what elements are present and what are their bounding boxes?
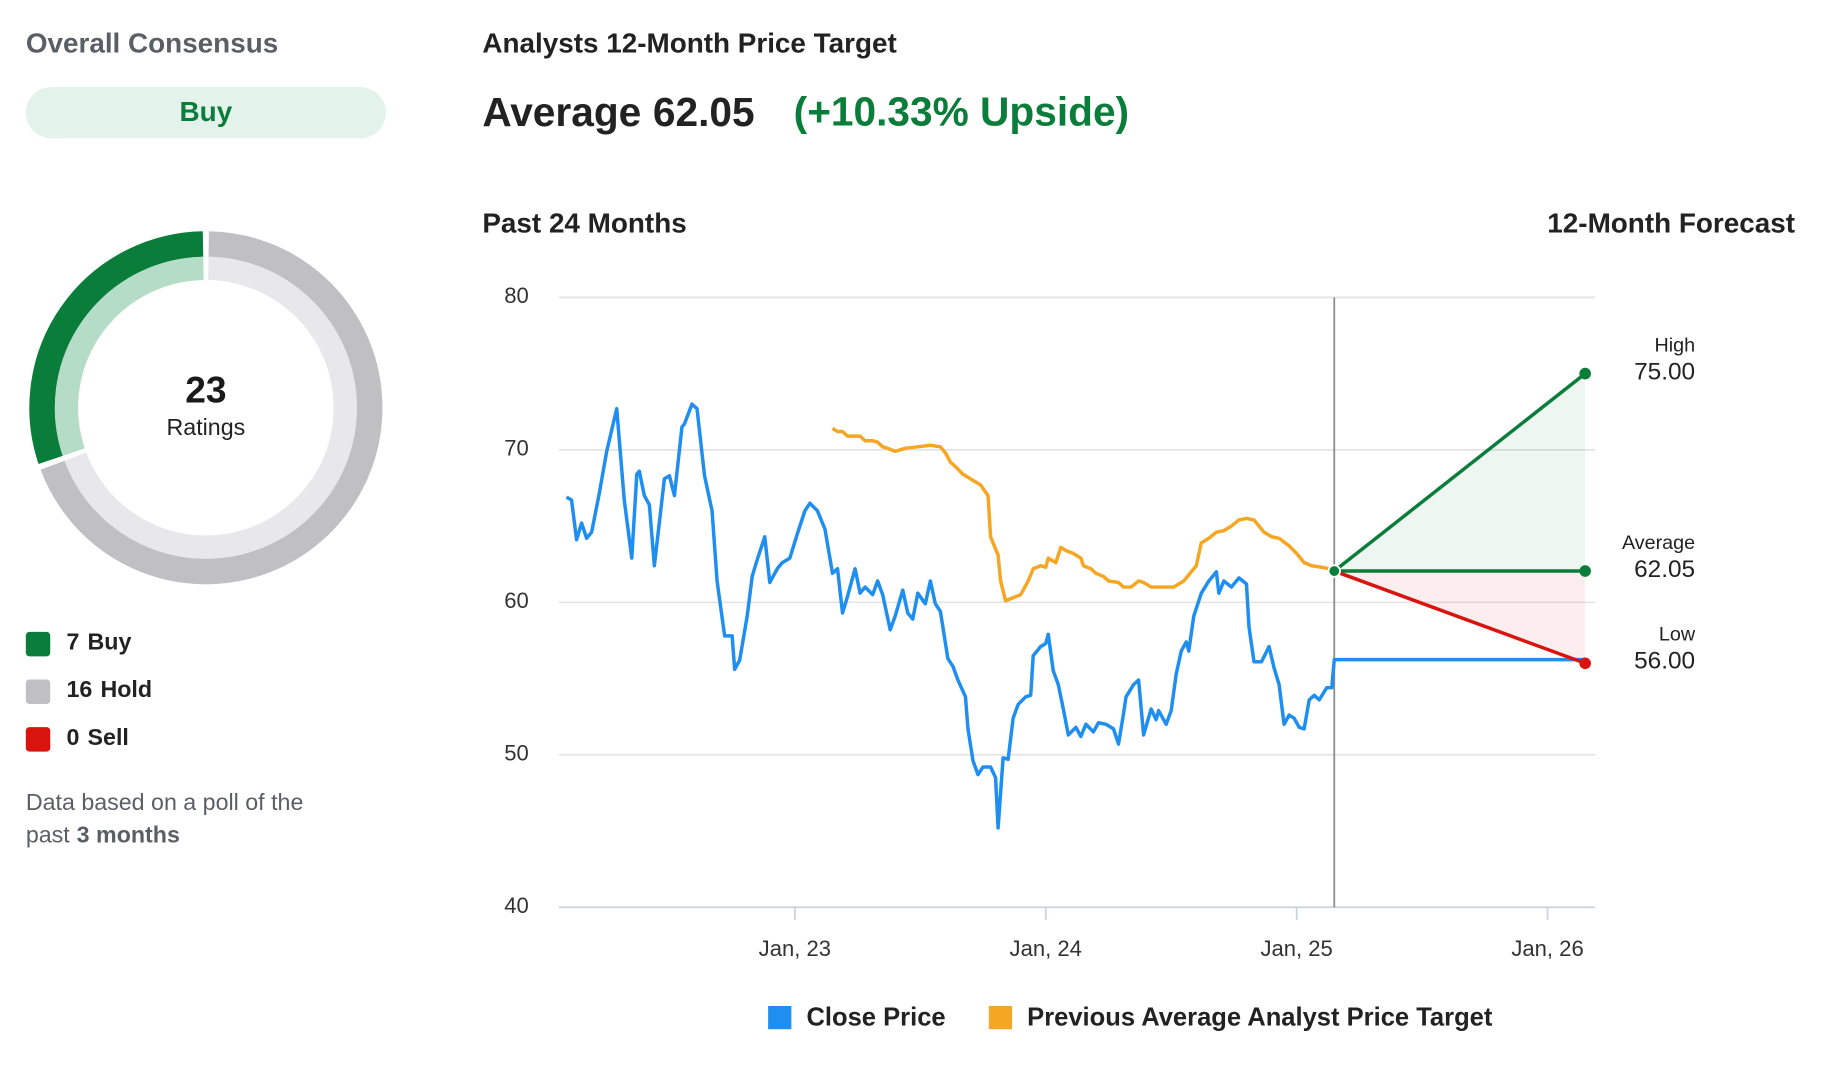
legend-label: Sell [88, 724, 129, 750]
forecast-start-dot [1327, 564, 1341, 578]
donut-outer [40, 231, 383, 585]
y-tick-label: 50 [504, 741, 529, 766]
legend-swatch [25, 631, 51, 657]
forecast-dot [1579, 367, 1591, 380]
x-tick-label: Jan, 25 [1260, 936, 1332, 961]
forecast-line [1333, 569, 1586, 665]
header-title: Analysts 12-Month Price Target [482, 28, 896, 59]
x-tick-label: Jan, 26 [1511, 936, 1583, 961]
legend-swatch [25, 727, 51, 752]
total-ratings: 23 [185, 368, 226, 410]
past-label: Past 24 Months [482, 208, 686, 239]
forecast-name: High [1655, 334, 1696, 356]
legend-swatch [988, 1005, 1013, 1030]
forecast-value: 56.00 [1634, 648, 1695, 675]
note: past [26, 822, 70, 848]
donut-inner [54, 256, 204, 456]
legend-entry: 16 Hold [66, 676, 152, 702]
legend-label: Previous Average Analyst Price Target [1027, 1004, 1493, 1032]
legend-label: Hold [100, 676, 152, 702]
series-line [565, 402, 1586, 830]
legend-entry: 7 Buy [66, 629, 131, 655]
x-tick-label: Jan, 24 [1010, 936, 1082, 961]
x-tick-label: Jan, 23 [759, 936, 831, 961]
average-value: 62.05 [653, 89, 755, 135]
forecast-name: Low [1659, 624, 1696, 646]
forecast-dot [1579, 657, 1591, 670]
y-tick-label: 70 [504, 436, 529, 461]
average-heading: Average 62.05 [482, 89, 754, 135]
legend-swatch [25, 679, 51, 704]
upside: (+10.33% Upside) [794, 89, 1129, 135]
forecast-dot [1579, 565, 1591, 577]
y-tick-label: 40 [504, 893, 529, 918]
note: Data based on a poll of the [26, 789, 304, 815]
rating-pill [25, 87, 386, 139]
forecast-name: Average [1622, 532, 1695, 554]
legend-count: 0 [66, 724, 79, 750]
rating: Buy [180, 96, 233, 127]
donut-outer [29, 231, 204, 464]
forecast-value: 75.00 [1634, 358, 1695, 385]
legend-label: Buy [88, 629, 132, 655]
note: past 3 months [26, 822, 180, 848]
y-tick-label: 80 [504, 283, 529, 308]
note-period: 3 months [77, 822, 180, 848]
forecast-label: 12-Month Forecast [1547, 208, 1795, 239]
y-tick-label: 60 [504, 588, 529, 613]
legend-swatch [768, 1005, 792, 1030]
average-label: Average [482, 89, 641, 135]
legend-entry: 0 Sell [66, 724, 128, 750]
donut-inner [64, 256, 357, 559]
total-label: Ratings [167, 414, 246, 440]
forecast-line [1333, 372, 1587, 573]
legend-label: Close Price [806, 1004, 945, 1032]
forecast-value: 62.05 [1634, 556, 1695, 583]
consensus-title: Overall Consensus [26, 28, 278, 59]
series-line [831, 427, 1336, 603]
legend-count: 16 [66, 676, 92, 702]
legend-count: 7 [66, 629, 79, 655]
